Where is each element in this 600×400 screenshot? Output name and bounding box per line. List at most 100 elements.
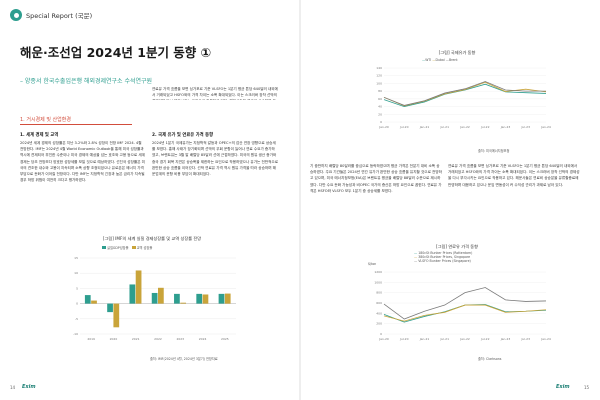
legend-label: 380cSt Bunker Prices, Singapore: [418, 255, 471, 259]
x-tick-label: Jan-20: [378, 125, 389, 129]
paragraph-bunker: 연료유 가격 흐름을 보면 싱가포르 기준 VLSFO는 1분기 평균 톤당 6…: [448, 164, 580, 187]
bar: [174, 293, 180, 304]
legend-label: Dubai: [435, 58, 445, 62]
x-tick-label: 2023: [176, 337, 184, 341]
legend-line-icon: —: [414, 255, 418, 259]
legend-label: 180cSt Bunker Prices (Rotterdam): [418, 251, 473, 255]
brand-logo-inner: [14, 13, 19, 18]
legend-line-icon: —: [422, 58, 426, 62]
chart-source: 출처: IMF(2024년 4월, 2024년 3분기) 전망자료: [150, 357, 218, 361]
bar: [158, 287, 164, 304]
x-tick-label: 2019: [87, 337, 95, 341]
x-tick-label: Jan-23: [500, 337, 511, 341]
legend-label: 실질GDP성장률: [107, 246, 129, 250]
y-tick-label: 1000: [374, 280, 382, 284]
page-number-right: 15: [584, 385, 590, 390]
footer-brand-left: Exim: [22, 384, 36, 390]
x-tick-label: Jul-23: [520, 337, 530, 341]
y-tick-label: 15: [74, 256, 78, 260]
paragraph-economy: 2024년 세계 경제의 성장률은 지난 3.2%와 2.8% 성장이 전망 I…: [20, 141, 145, 183]
series-line: [383, 304, 547, 322]
paragraph-continued: 연료유 가격 흐름을 보면 싱가포르 기준 VLSFO는 1분기 평균 톤당 6…: [152, 87, 278, 100]
chart-source: 출처: 미국에너지정보청: [478, 149, 510, 153]
chart-bunker-price: [그림] 연료유 가격 동향 — 180cSt Bunker Prices (R…: [362, 244, 552, 344]
x-tick-label: 2020: [110, 337, 118, 341]
x-tick-label: Jul-22: [480, 125, 490, 129]
legend-line-icon: —: [414, 251, 418, 255]
y-tick-label: 0: [380, 332, 382, 336]
bar: [91, 300, 97, 304]
bar: [129, 284, 136, 304]
footer-brand-right: Exim: [556, 384, 570, 390]
x-tick-label: Jan-20: [378, 337, 389, 341]
y-tick-label: 5: [76, 286, 78, 290]
x-tick-label: 2021: [132, 337, 140, 341]
y-tick-label: -10: [73, 332, 78, 336]
x-tick-label: Jul-20: [399, 337, 409, 341]
bar: [202, 294, 209, 304]
paragraph-oil: 2024년 1분기 국제유가는 지정학적 갈등과 OPEC+의 감산 연장 영향…: [152, 141, 278, 177]
y-tick-label: 40: [378, 105, 382, 109]
page-gutter: [299, 0, 301, 400]
subheading-oil: 2. 국제 유가 및 연료유 가격 동향: [152, 133, 214, 138]
x-tick-label: Jul-20: [399, 125, 409, 129]
x-tick-label: Jan-24: [540, 337, 551, 341]
y-tick-label: 80: [378, 89, 382, 93]
x-tick-label: 2025: [221, 337, 229, 341]
legend-label: WTI: [425, 58, 432, 62]
y-tick-label: 140: [376, 66, 382, 70]
y-axis-label: $/ton: [368, 262, 377, 266]
legend-line-icon: —: [445, 58, 449, 62]
legend-line-icon: —: [414, 259, 418, 263]
bar: [113, 303, 120, 328]
chart-legend: — 180cSt Bunker Prices (Rotterdam) — 380…: [414, 251, 472, 263]
y-tick-label: 60: [378, 97, 382, 101]
legend-swatch: [102, 246, 106, 249]
x-tick-label: 2024: [199, 337, 207, 341]
legend-label: VLSFO Bunker Prices (Singapore): [418, 259, 471, 263]
x-tick-label: Jan-23: [500, 125, 511, 129]
bar-chart-svg: -10 -5 0 5 10 15 2019 2020 2021 2022 2023 2024 2025: [73, 256, 236, 341]
paragraph-oil-outlook: 기 중반까지 배럴당 80달러를 중심으로 등락하였으며 평균 가격은 전분기 …: [310, 164, 442, 193]
y-tick-label: 400: [376, 311, 382, 315]
y-tick-label: 200: [376, 322, 382, 326]
header-label: Special Report (국문): [26, 12, 93, 20]
page-number-left: 14: [10, 385, 16, 390]
y-tick-label: -5: [75, 317, 78, 321]
x-tick-label: Jan-24: [540, 125, 551, 129]
author-line: – 양종서 한국수출입은행 해외경제연구소 수석연구원: [20, 78, 153, 85]
bunker-chart-svg: 0 200 400 600 800 1000 1200 Jan-20 Jul-20 Jan-21 J…: [374, 270, 551, 341]
chart-legend: —WTI —Dubai —Brent: [422, 58, 458, 62]
subheading-economy: 1. 세계 경제 및 교역: [20, 133, 59, 138]
y-tick-label: 120: [376, 74, 382, 78]
bar: [151, 292, 158, 304]
x-tick-label: Jan-21: [419, 125, 430, 129]
series-line: [383, 81, 546, 106]
bar: [196, 293, 203, 304]
y-tick-label: 0: [76, 302, 78, 306]
chart-title: [그림] 연료유 가격 동향: [436, 244, 478, 249]
x-tick-label: Jan-22: [459, 125, 470, 129]
legend-label: 교역 성장률: [136, 246, 153, 250]
chart-title: [그림] 국제유가 동향: [438, 50, 476, 55]
legend-swatch: [131, 246, 136, 249]
y-tick-label: 800: [376, 291, 382, 295]
bar: [84, 295, 91, 304]
section-rule: [20, 124, 132, 125]
page-title: 해운·조선업 2024년 1분기 동향 ①: [20, 45, 212, 60]
y-tick-label: 600: [376, 301, 382, 305]
chart-source: 출처: Clarksons: [478, 357, 502, 361]
bar: [218, 293, 225, 304]
legend-line-icon: —: [432, 58, 436, 62]
bar: [224, 293, 231, 304]
chart-legend: 실질GDP성장률 교역 성장률: [102, 245, 152, 250]
legend-label: Brent: [448, 58, 458, 62]
y-tick-label: 1200: [374, 270, 382, 274]
chart-title: [그림] IMF의 세계 실질 경제성장률 및 교역 성장률 전망: [102, 236, 202, 241]
oil-chart-svg: 0 20 40 60 80 100 120 140 Jan-20 Jul-20 Jan-21 Jul-…: [376, 66, 551, 129]
y-tick-label: 20: [378, 112, 382, 116]
chart-imf-growth: [그림] IMF의 세계 실질 경제성장률 및 교역 성장률 전망 실질GDP성…: [62, 236, 242, 346]
section-heading: 1. 거시경제 및 산업환경: [20, 117, 71, 123]
bar: [180, 302, 187, 304]
series-line: [383, 81, 547, 107]
